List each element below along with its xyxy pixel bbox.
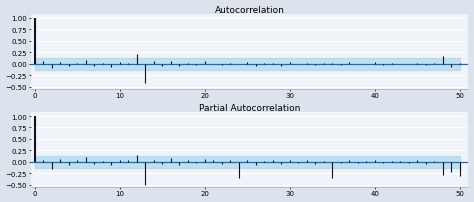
Title: Partial Autocorrelation: Partial Autocorrelation	[199, 103, 300, 112]
Title: Autocorrelation: Autocorrelation	[215, 5, 284, 15]
